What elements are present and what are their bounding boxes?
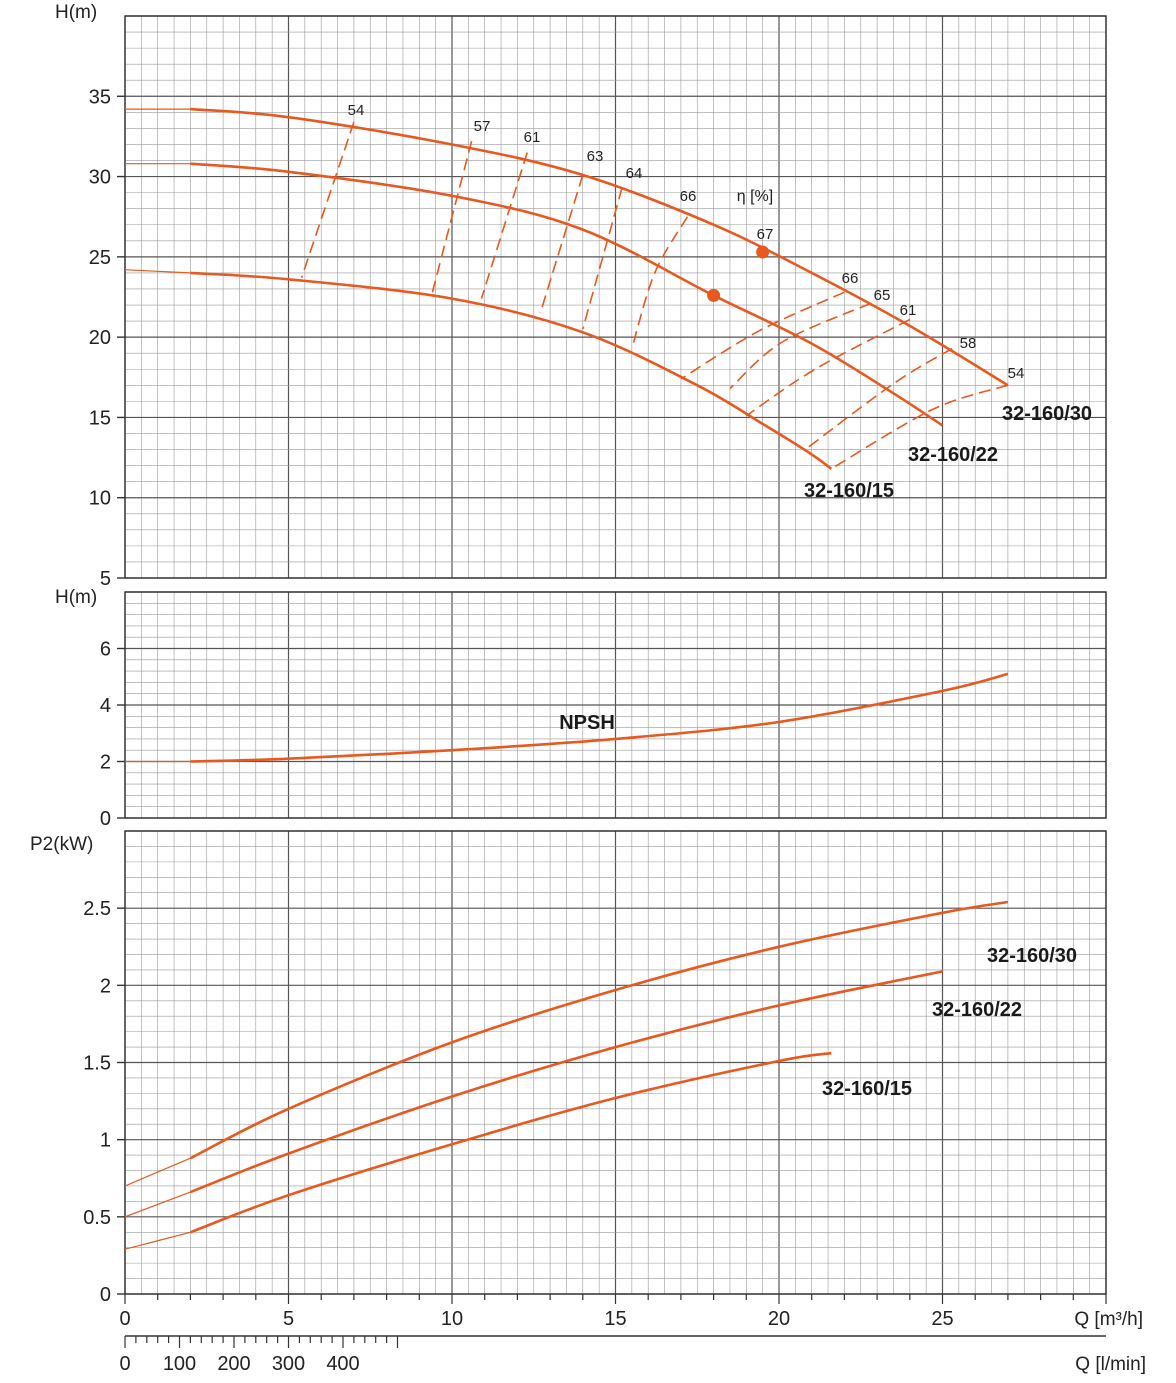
x-axis-title-lmin: Q [l/min] — [1075, 1354, 1146, 1375]
x-tick-label-m3h: 15 — [604, 1308, 626, 1330]
series-line — [190, 672, 1009, 763]
efficiency-line — [631, 216, 689, 349]
x-tick-label-m3h: 0 — [119, 1308, 130, 1330]
y-tick-label: 15 — [89, 407, 111, 429]
series-lead-line — [124, 1231, 191, 1250]
y-tick-label: 0.5 — [83, 1207, 111, 1229]
y-axis-title: P2(kW) — [30, 834, 93, 855]
y-tick-label: 20 — [89, 327, 111, 349]
y-tick-label: 1 — [100, 1130, 111, 1152]
efficiency-line — [729, 302, 871, 390]
series-lead-line — [124, 269, 191, 274]
y-tick-label: 2 — [100, 752, 111, 774]
x-tick-label-lmin: 400 — [326, 1353, 359, 1375]
series-line — [190, 162, 944, 427]
efficiency-line — [804, 347, 953, 451]
efficiency-line — [480, 152, 528, 299]
grid-layer — [124, 15, 1107, 1295]
series-line — [189, 1051, 832, 1234]
series-label: 32-160/15 — [822, 1078, 912, 1100]
series-line — [189, 970, 943, 1194]
y-tick-label: 1.5 — [83, 1053, 111, 1075]
efficiency-line — [431, 141, 473, 293]
y-tick-label: 10 — [89, 488, 111, 510]
efficiency-label: 65 — [874, 287, 891, 304]
series-label: 32-160/15 — [804, 480, 894, 502]
y-tick-label: 25 — [89, 247, 111, 269]
series-label: 32-160/30 — [987, 945, 1077, 967]
x-tick-label-m3h: 5 — [283, 1308, 294, 1330]
efficiency-line — [300, 121, 355, 278]
efficiency-line — [539, 174, 584, 314]
x-tick-label-m3h: 20 — [768, 1308, 790, 1330]
series-lead-line — [124, 1157, 191, 1187]
best-efficiency-point — [756, 245, 770, 259]
y-tick-label: 0 — [100, 808, 111, 830]
y-axis-title: H(m) — [55, 2, 97, 23]
efficiency-label: 54 — [1008, 365, 1025, 382]
efficiency-line — [582, 187, 623, 330]
x-tick-label-m3h: 10 — [441, 1308, 463, 1330]
series-label: 32-160/22 — [932, 999, 1022, 1021]
efficiency-label: 66 — [680, 188, 697, 205]
panel-frame — [124, 15, 1107, 579]
x-axis-title-m3h: Q [m³/h] — [1074, 1309, 1143, 1330]
series-label: 32-160/30 — [1002, 403, 1092, 425]
y-tick-label: 5 — [100, 568, 111, 590]
y-tick-label: 2.5 — [83, 898, 111, 920]
efficiency-label: 66 — [842, 270, 859, 287]
efficiency-label: 54 — [348, 102, 365, 119]
best-efficiency-point — [707, 288, 721, 302]
label-layer: H(m) H(m) P2(kW) Q [m³/h] Q [l/min] 32-160/30… — [30, 2, 1146, 1375]
efficiency-line — [745, 318, 911, 417]
eta-label: η [%] — [737, 188, 773, 205]
series-line — [190, 107, 1009, 387]
efficiency-label: 63 — [587, 148, 604, 165]
y-tick-label: 4 — [100, 695, 111, 717]
tick-layer: 5 10 15 20 25 30 35 0 2 4 6 0 0.5 1 1.5 2 2.5 0 5 10 15 20 25 0… — [83, 86, 1107, 1375]
efficiency-label: 61 — [900, 302, 917, 319]
x-tick-label-lmin: 100 — [163, 1353, 196, 1375]
series-line — [189, 900, 1009, 1160]
y-tick-label: 30 — [89, 167, 111, 189]
efficiency-label: 67 — [757, 226, 774, 243]
y-tick-label: 6 — [100, 639, 111, 661]
efficiency-line — [680, 291, 845, 380]
x-tick-label-lmin: 300 — [272, 1353, 305, 1375]
series-label: 32-160/22 — [908, 444, 998, 466]
y-axis-title: H(m) — [55, 587, 97, 608]
x-tick-label-lmin: 0 — [119, 1353, 130, 1375]
efficiency-label: 61 — [524, 129, 541, 146]
curve-layer — [124, 107, 1009, 1250]
x-tick-label-lmin: 200 — [217, 1353, 250, 1375]
series-label: NPSH — [559, 712, 615, 734]
y-tick-label: 2 — [100, 975, 111, 997]
series-lead-line — [124, 1191, 191, 1218]
x-tick-label-m3h: 25 — [931, 1308, 953, 1330]
efficiency-label: 58 — [960, 335, 977, 352]
series-line — [190, 271, 833, 470]
efficiency-label: 64 — [626, 165, 643, 182]
y-tick-label: 35 — [89, 86, 111, 108]
y-tick-label: 0 — [100, 1284, 111, 1306]
efficiency-line — [830, 384, 1009, 470]
efficiency-label: 57 — [474, 118, 491, 135]
